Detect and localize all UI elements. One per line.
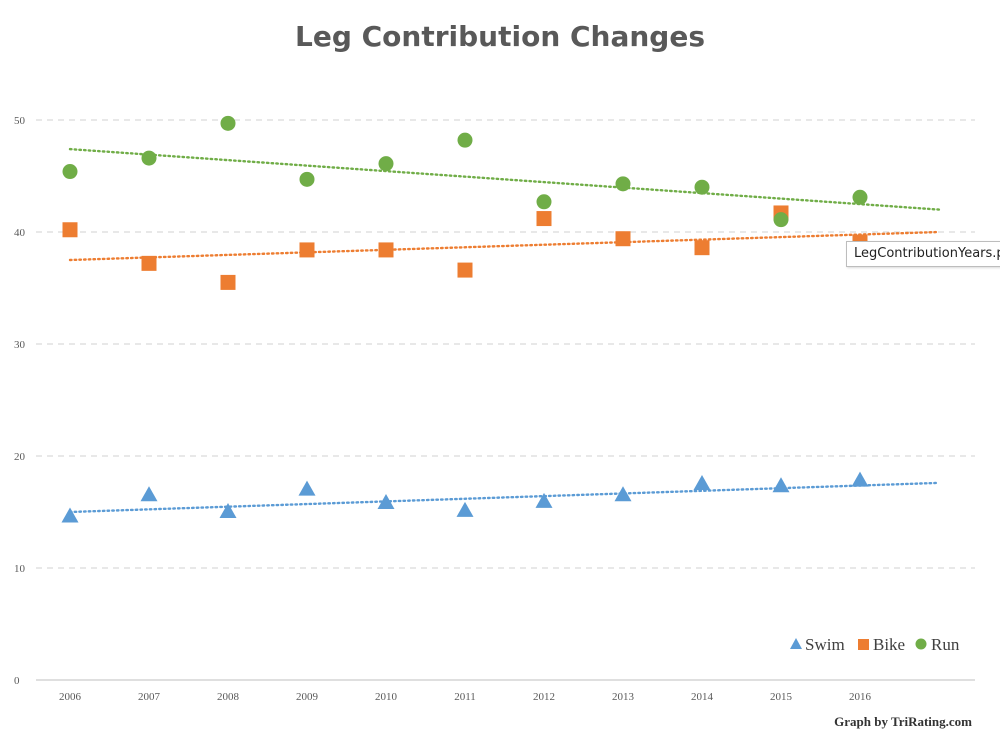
x-tick-label: 2006 [59,691,82,703]
point-bike [694,240,710,256]
legend-swim-label: Swim [805,635,845,654]
point-bike [220,274,236,290]
point-run [378,156,394,172]
point-run [299,171,315,187]
y-tick-label: 30 [14,339,26,351]
point-swim [377,494,395,510]
x-tick-label: 2009 [296,691,319,703]
trendline-swim [68,481,941,514]
trendlines [68,147,941,514]
point-bike [378,242,394,258]
point-swim [298,480,316,496]
chart-title: Leg Contribution Changes [295,20,705,53]
data-points [61,115,869,523]
filename-tooltip: LegContributionYears.png [846,241,1000,267]
point-swim [535,492,553,508]
x-tick-label: 2016 [849,691,872,703]
point-bike [536,211,552,227]
legend-bike-marker [858,639,869,650]
point-swim [61,507,79,523]
trendline-bike [68,230,941,262]
point-bike [141,255,157,271]
point-bike [457,262,473,278]
legend-swim-marker [790,638,802,649]
point-swim [219,503,237,518]
y-tick-label: 50 [14,115,26,127]
x-tick-label: 2014 [691,691,714,703]
y-tick-label: 10 [14,563,26,575]
x-axis-ticks: 2006 2007 2008 2009 2010 2011 2012 2013 2014 2015… [59,691,872,703]
y-axis-ticks: 0 10 20 30 40 50 [14,115,26,687]
point-run [852,189,868,205]
point-run [694,179,710,195]
point-swim [851,471,869,487]
point-run [773,212,789,228]
y-tick-label: 0 [14,675,20,687]
point-run [457,132,473,148]
x-tick-label: 2010 [375,691,398,703]
point-swim [693,475,711,490]
point-bike [615,231,631,247]
x-tick-label: 2008 [217,691,240,703]
legend: Swim Bike Run [790,635,960,654]
x-tick-label: 2007 [138,691,161,703]
point-bike [62,222,78,238]
point-run [62,164,78,180]
x-tick-label: 2012 [533,691,555,703]
legend-bike-label: Bike [873,635,905,654]
y-tick-label: 20 [14,451,26,463]
point-run [536,194,552,210]
legend-run-marker [915,638,927,650]
y-tick-label: 40 [14,227,26,239]
point-bike [299,242,315,258]
x-tick-label: 2015 [770,691,793,703]
point-swim [614,486,632,502]
x-tick-label: 2011 [454,691,476,703]
point-swim [772,477,790,493]
point-run [615,176,631,192]
point-swim [456,501,474,517]
credit-text: Graph by TriRating.com [834,714,972,729]
trendline-run [68,147,941,211]
legend-run-label: Run [931,635,960,654]
point-run [141,150,157,166]
grid-lines [36,119,975,569]
point-swim [140,486,158,502]
point-run [220,115,236,131]
x-tick-label: 2013 [612,691,635,703]
